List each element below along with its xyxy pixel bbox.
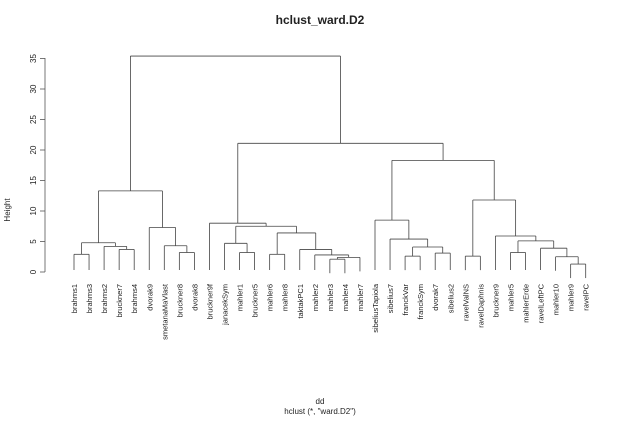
y-tick-label: 20 xyxy=(29,145,38,154)
leaf-label: ravelLeftPC xyxy=(537,283,546,323)
leaf-label: franckVar xyxy=(401,284,410,316)
leaf-label: mahlerErde xyxy=(522,284,531,323)
leaf-label: janacekSym xyxy=(221,284,230,326)
y-tick-label: 25 xyxy=(29,115,38,124)
leaf-label: franckSym xyxy=(416,284,425,319)
leaf-label: bruckner9f xyxy=(205,283,214,319)
y-axis-label: Height xyxy=(3,198,12,222)
leaf-labels: brahms1 brahms3 brahms2 bruckner7 brahms4 dvo… xyxy=(70,283,591,340)
leaf-label: dvorak8 xyxy=(190,284,199,311)
leaf-label: ravelValNS xyxy=(461,284,470,321)
leaf-label: sibelius7 xyxy=(386,284,395,313)
y-tick-label: 15 xyxy=(29,176,38,185)
y-tick-label: 0 xyxy=(29,269,38,274)
leaf-label: ravelDaphnis xyxy=(476,284,485,328)
leaf-label: brahms4 xyxy=(130,284,139,313)
leaf-label: ravelPC xyxy=(582,283,591,310)
chart-subtitle: hclust (*, "ward.D2") xyxy=(284,407,356,416)
leaf-label: sibeliusTapiola xyxy=(371,283,380,333)
leaf-label: dvorak9 xyxy=(145,284,154,311)
leaf-label: sibelius2 xyxy=(446,284,455,313)
leaf-label: bruckner8 xyxy=(175,284,184,317)
leaf-label: taktakPC1 xyxy=(296,284,305,319)
leaf-label: brahms1 xyxy=(70,284,79,313)
leaf-label: bruckner7 xyxy=(115,284,124,317)
leaf-label: mahler1 xyxy=(236,284,245,311)
leaf-label: bruckner9 xyxy=(491,284,500,317)
dendrogram-tree xyxy=(73,55,587,279)
y-tick-label: 30 xyxy=(29,84,38,93)
leaf-label: bruckner5 xyxy=(251,284,260,317)
leaf-label: mahler8 xyxy=(281,284,290,311)
leaf-label: mahler4 xyxy=(341,284,350,311)
y-tick-label: 5 xyxy=(29,239,38,244)
y-axis-ticks: 0 5 10 15 20 25 30 35 xyxy=(29,54,45,274)
chart-title: hclust_ward.D2 xyxy=(276,13,365,27)
leaf-label: dvorak7 xyxy=(431,284,440,311)
x-axis-label: dd xyxy=(316,397,325,406)
leaf-label: mahler10 xyxy=(552,284,561,315)
y-axis: 0 5 10 15 20 25 30 35 xyxy=(29,54,46,274)
leaf-label: mahler3 xyxy=(326,284,335,311)
y-tick-label: 35 xyxy=(29,54,38,63)
leaf-label: brahms3 xyxy=(85,284,94,313)
leaf-label: brahms2 xyxy=(100,284,109,313)
leaf-label: mahler9 xyxy=(567,284,576,311)
y-tick-label: 10 xyxy=(29,206,38,215)
leaf-label: mahler2 xyxy=(311,284,320,311)
leaf-label: mahler7 xyxy=(356,284,365,311)
leaf-label: smetanaMaVlast xyxy=(160,283,169,340)
leaf-label: mahler5 xyxy=(506,284,515,311)
leaf-label: mahler6 xyxy=(266,284,275,311)
